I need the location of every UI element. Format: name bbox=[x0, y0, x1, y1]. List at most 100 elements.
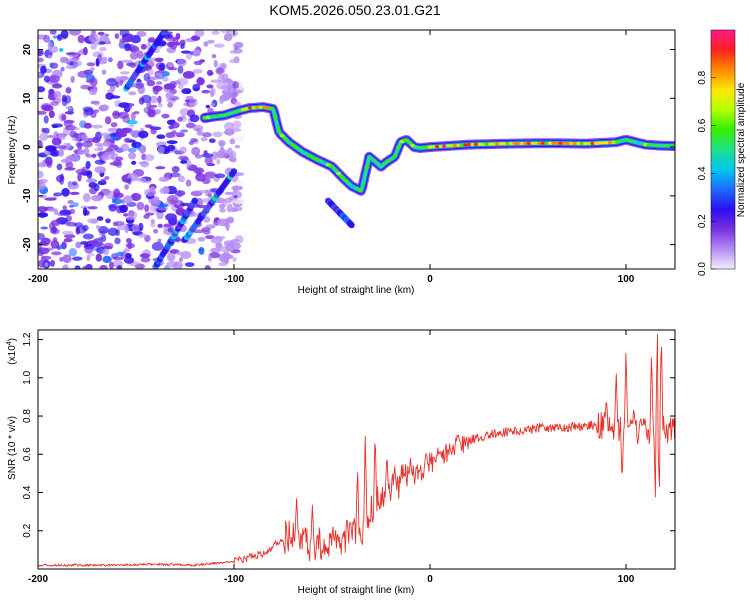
spectrogram-noise-blob bbox=[69, 208, 76, 214]
spectrogram-noise-blob bbox=[210, 102, 215, 107]
spectrogram-noise-blob bbox=[178, 257, 184, 262]
spectrogram-ridge-core bbox=[318, 159, 324, 163]
snr-ticks: -200 -100 0 100 0.2 0.4 0.6 0.8 1.0 1.2 bbox=[22, 330, 675, 585]
spectrogram-ridge-core bbox=[258, 105, 264, 109]
spectrogram-noise-blob bbox=[73, 127, 80, 131]
spectrogram-noise-blob bbox=[180, 43, 185, 49]
snr-line-layer bbox=[38, 333, 675, 567]
colorbar-tick-label: 0.0 bbox=[697, 262, 708, 276]
spectrogram-noise-blob bbox=[59, 173, 64, 181]
spectrogram-noise-blob bbox=[96, 194, 103, 200]
spectrogram-noise-blob bbox=[144, 204, 150, 213]
spectrogram-streak-blob bbox=[348, 221, 355, 229]
spectrogram-ridge-core bbox=[597, 141, 603, 145]
spectrogram-noise-blob bbox=[89, 77, 98, 87]
snr-y-tick-label: 0.4 bbox=[22, 485, 33, 499]
spectrogram-noise-blob bbox=[197, 189, 209, 194]
spectrogram-noise-blob bbox=[110, 122, 118, 128]
spectrogram-noise-blob bbox=[203, 41, 209, 47]
spectrogram-noise-blob bbox=[91, 153, 97, 158]
colorbar-tick-label: 0.6 bbox=[697, 118, 708, 132]
spectrogram-ridge-core bbox=[385, 159, 391, 163]
spectrogram-ridge-core bbox=[248, 106, 253, 110]
spectrogram-noise-blob bbox=[155, 81, 163, 85]
spectrogram-noise-blob bbox=[108, 57, 113, 63]
spectrogram-y-tick-label: -10 bbox=[22, 188, 33, 203]
chart-title: KOM5.2026.050.23.01.G21 bbox=[269, 2, 440, 18]
spectrogram-noise-blob bbox=[208, 193, 213, 198]
spectrogram-noise-blob bbox=[99, 264, 108, 269]
spectrogram-noise-blob bbox=[232, 206, 243, 212]
spectrogram-noise-blob bbox=[186, 53, 192, 60]
spectrogram-noise-blob bbox=[38, 110, 47, 115]
snr-series-line bbox=[38, 333, 675, 567]
spectrogram-ridge-core bbox=[622, 138, 627, 142]
colorbar: 0.0 0.2 0.4 0.6 0.8 Normalized spectral ampl… bbox=[697, 29, 747, 276]
spectrogram-streak-blob bbox=[191, 197, 198, 204]
snr-scale-label: (x104) bbox=[6, 338, 18, 365]
spectrogram-ridge-core bbox=[488, 142, 493, 146]
spectrogram-ridge-core bbox=[540, 141, 546, 145]
spectrogram-noise-blob bbox=[118, 205, 126, 209]
spectrogram-noise-blob bbox=[65, 161, 74, 169]
spectrogram-noise-blob bbox=[38, 49, 44, 57]
spectrogram-ridge-core bbox=[449, 144, 454, 148]
spectrogram-ridge-core bbox=[498, 142, 504, 146]
spectrogram-ridge-core bbox=[547, 141, 553, 145]
spectrogram-noise-blob bbox=[77, 172, 82, 182]
spectrogram-noise-blob bbox=[72, 156, 81, 162]
spectrogram-noise-blob bbox=[50, 228, 60, 235]
spectrogram-noise-blob bbox=[177, 65, 184, 74]
spectrogram-noise-blob bbox=[180, 250, 192, 260]
spectrogram-noise-blob bbox=[105, 218, 111, 224]
spectrogram-ridge-core bbox=[290, 143, 296, 147]
spectrogram-noise-blob bbox=[86, 255, 91, 262]
spectrogram-noise-blob bbox=[39, 133, 49, 141]
spectrogram-ridge-core bbox=[657, 144, 663, 148]
spectrogram-ridge-core bbox=[555, 141, 560, 145]
spectrogram-ridge-core bbox=[650, 143, 656, 147]
spectrogram-ridge-core bbox=[339, 175, 345, 179]
spectrogram-ridge-core bbox=[611, 140, 617, 144]
spectrogram-noise-blob bbox=[40, 226, 49, 230]
spectrogram-noise-blob bbox=[189, 114, 200, 123]
spectrogram-ridge-core bbox=[244, 107, 250, 111]
spectrogram-noise-blob bbox=[115, 132, 127, 138]
spectrogram-noise-blob bbox=[138, 233, 147, 238]
spectrogram-noise-blob bbox=[38, 181, 46, 191]
spectrogram-noise-blob bbox=[103, 242, 114, 250]
spectrogram-ridge-core bbox=[523, 141, 528, 145]
spectrogram-noise-blob bbox=[220, 30, 231, 34]
spectrogram-ridge-core bbox=[537, 141, 543, 145]
spectrogram-ridge-core bbox=[442, 144, 447, 148]
spectrogram-noise-blob bbox=[234, 135, 245, 142]
spectrogram-noise-blob bbox=[124, 137, 131, 143]
spectrogram-ridge-core bbox=[350, 185, 356, 189]
spectrogram-noise-blob bbox=[139, 253, 150, 258]
spectrogram-noise-blob bbox=[50, 259, 55, 267]
spectrogram-ridge-core bbox=[466, 143, 472, 147]
spectrogram-noise-blob bbox=[40, 65, 47, 74]
spectrogram-ridge-core bbox=[565, 141, 571, 145]
spectrogram-ridge-core bbox=[399, 139, 405, 144]
spectrogram-noise-blob bbox=[87, 206, 98, 210]
spectrogram-noise-blob bbox=[153, 229, 159, 234]
spectrogram-noise-blob bbox=[175, 132, 185, 138]
spectrogram-ridge-core bbox=[590, 141, 596, 145]
spectrogram-ridge-core bbox=[473, 142, 479, 146]
spectrogram-ridge-core bbox=[484, 142, 490, 146]
spectrogram-noise-blob bbox=[121, 59, 134, 63]
spectrogram-ridge-core bbox=[509, 142, 514, 146]
spectrogram-noise-blob bbox=[232, 42, 243, 49]
spectrogram-noise-blob bbox=[80, 134, 89, 142]
spectrogram-noise-blob bbox=[95, 225, 101, 229]
spectrogram-noise-blob bbox=[75, 241, 82, 249]
spectrogram-noise-blob bbox=[169, 172, 181, 178]
spectrogram-ridge-core bbox=[308, 154, 313, 158]
spectrogram-noise-blob bbox=[59, 243, 65, 249]
spectrogram-noise-blob bbox=[128, 152, 137, 160]
spectrogram-ridge-core bbox=[533, 141, 539, 145]
spectrogram-noise-blob bbox=[118, 40, 126, 49]
spectrogram-x-tick-label: 0 bbox=[427, 274, 433, 285]
spectrogram-noise-blob bbox=[231, 89, 242, 93]
